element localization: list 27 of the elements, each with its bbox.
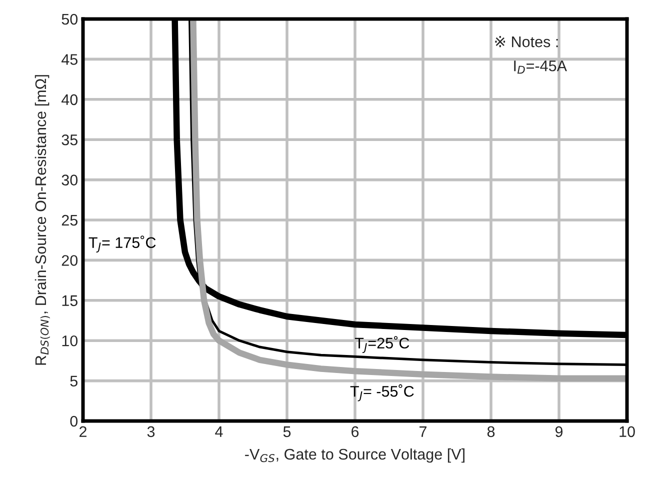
y-tick-label: 45 xyxy=(62,54,78,65)
x-axis-title: -V$_{GS}$, Gate to Source Voltage [V] xyxy=(245,448,464,463)
x-tick-label: 7 xyxy=(420,426,426,437)
x-tick-label: 9 xyxy=(555,426,563,438)
x-tick-label: 8 xyxy=(487,426,495,438)
x-tick-label: 4 xyxy=(215,426,223,437)
x-tick-label: 5 xyxy=(283,426,291,438)
y-tick-label: 15 xyxy=(62,295,78,306)
annotation: ※ Notes : xyxy=(495,36,558,48)
y-tick-label: 30 xyxy=(62,174,78,186)
x-tick-label: 10 xyxy=(620,426,635,438)
x-tick-label: 2 xyxy=(80,426,86,437)
series-label: T$_{J}$= -55˚C xyxy=(350,384,414,402)
y-tick-label: 20 xyxy=(62,255,78,266)
y-tick-label: 10 xyxy=(62,335,78,346)
y-tick-label: 35 xyxy=(62,134,78,146)
x-tick-label: 3 xyxy=(147,426,155,438)
y-tick-label: 5 xyxy=(70,376,78,386)
y-axis-title: R$_{DS(ON)}$, Drain-Source On-Resistance [mΩ] xyxy=(34,75,50,365)
y-tick-label: 25 xyxy=(62,214,78,226)
annotation: I$_{D}$=-45A xyxy=(514,60,567,74)
y-tick-label: 40 xyxy=(62,94,78,106)
y-tick-label: 50 xyxy=(62,14,78,25)
x-tick-label: 6 xyxy=(352,426,359,438)
series-label: T$_{J}$=25˚C xyxy=(354,336,410,354)
y-tick-label: 0 xyxy=(70,416,78,427)
series-label: T$_{J}$= 175˚C xyxy=(88,236,156,253)
